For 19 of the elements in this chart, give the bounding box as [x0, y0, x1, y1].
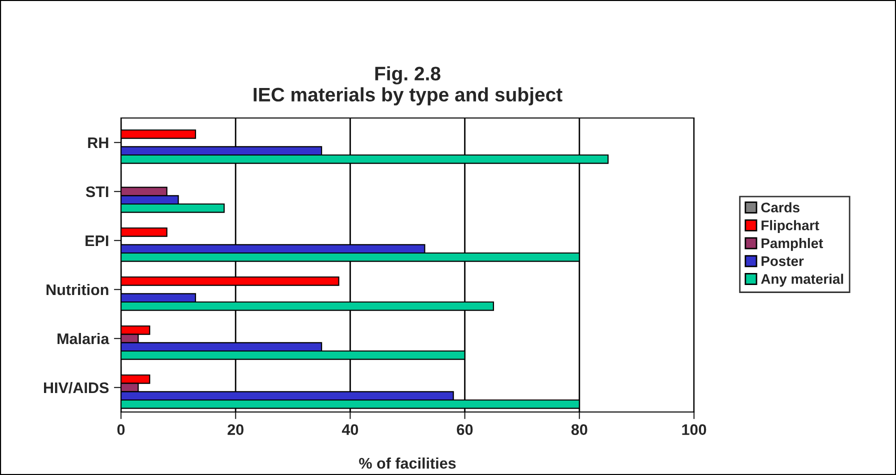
x-tick-label: 40 [342, 424, 358, 436]
legend-label: Flipchart [762, 220, 820, 234]
x-axis-title: % of facilities [359, 457, 456, 469]
y-tick-label: EPI [86, 236, 108, 246]
legend-label: Cards [761, 202, 800, 212]
x-tick-label: 60 [456, 424, 473, 436]
x-tick-label: 100 [682, 424, 706, 436]
x-tick-label: 80 [571, 424, 588, 436]
legend-label: Pamphlet [762, 238, 824, 251]
y-tick-label: STI [86, 186, 108, 198]
y-tick-label: RH [88, 138, 108, 148]
y-tick-label: HIV/AIDS [44, 382, 109, 394]
y-tick-label: Malaria [58, 332, 110, 344]
chart-title: Fig. 2.8 IEC materials by type and subject [254, 66, 562, 106]
y-tick-label: Nutrition [46, 284, 108, 296]
x-tick-label: 0 [117, 424, 125, 436]
legend-label: Poster [762, 256, 804, 266]
legend-label: Any material [761, 274, 844, 287]
x-tick-label: 20 [228, 424, 244, 436]
